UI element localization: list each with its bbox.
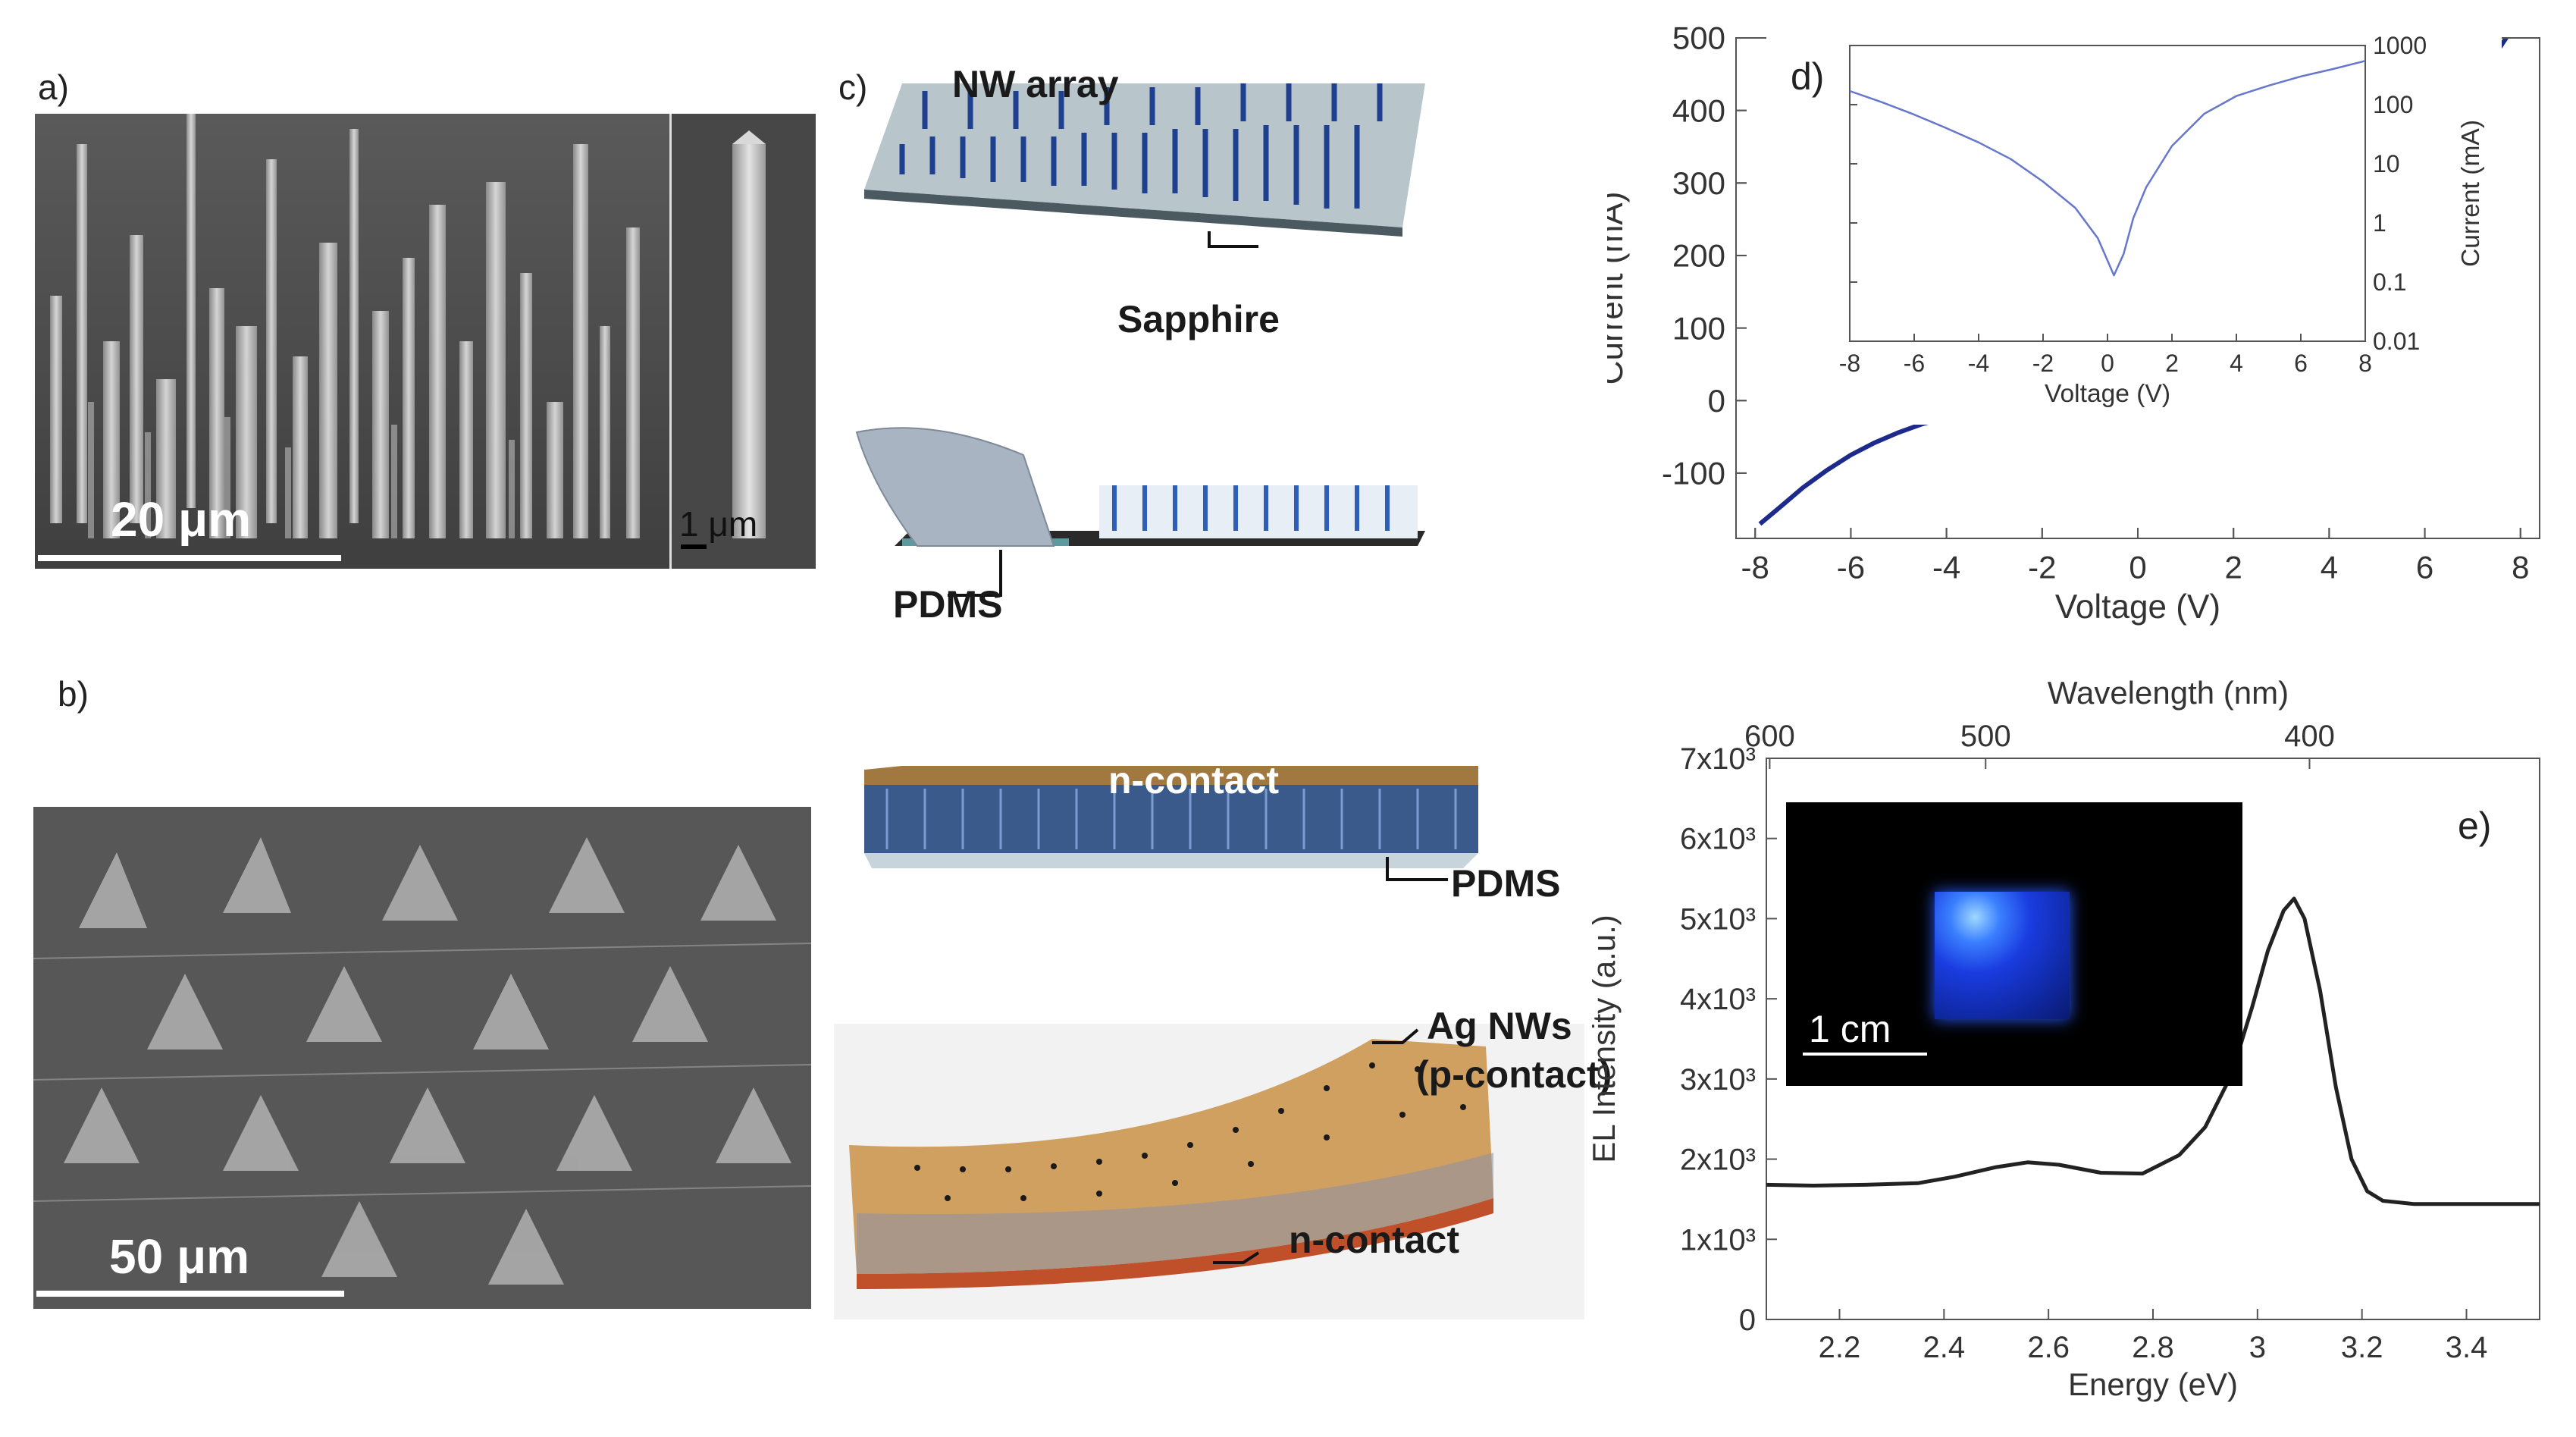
scalebar-line bbox=[38, 555, 341, 561]
label-ag-nws-line2: (p-contact) bbox=[1416, 1053, 1612, 1096]
step1-nw-on-sapphire bbox=[864, 83, 1425, 248]
bunched-texture bbox=[33, 807, 811, 1309]
iv-inset-log-ytick-label-2: 1 bbox=[2373, 209, 2386, 237]
label-pdms-1: PDMS bbox=[893, 583, 1003, 626]
iv-main-xtick-label-8: 8 bbox=[2512, 550, 2529, 585]
el-spectrum-xtick-label-3: 2.8 bbox=[2132, 1331, 2174, 1364]
iv-inset-log-xtick-label-0: -8 bbox=[1839, 350, 1860, 377]
el-top-tick-label-0: 600 bbox=[1744, 720, 1795, 753]
iv-inset-log-xtick-label-3: -2 bbox=[2032, 350, 2054, 377]
el-spectrum-ytick-label-7: 7x10³ bbox=[1680, 742, 1756, 776]
iv-main-xtick-label-4: 0 bbox=[2129, 550, 2146, 585]
el-spectrum-xtick-label-6: 3.4 bbox=[2446, 1331, 2488, 1364]
iv-inset-log-ytick-label-5: 1000 bbox=[2373, 32, 2427, 59]
panel-c-label: c) bbox=[838, 67, 868, 107]
iv-main-ytick-label-3: 200 bbox=[1672, 238, 1725, 274]
sem-nanowire-image: 20 μm bbox=[35, 114, 669, 569]
iv-main-xlabel: Voltage (V) bbox=[2055, 588, 2220, 626]
iv-inset-log-xlabel: Voltage (V) bbox=[2045, 380, 2170, 408]
iv-inset-log-plot-bg bbox=[1850, 45, 2365, 341]
scalebar-1um: 1 μm bbox=[679, 504, 758, 544]
el-spectrum-xtick-label-5: 3.2 bbox=[2341, 1331, 2383, 1364]
label-n-contact-bottom: n-contact bbox=[1289, 1219, 1459, 1261]
scalebar-20um: 20 μm bbox=[111, 492, 252, 547]
iv-inset-log-xtick-label-5: 2 bbox=[2165, 350, 2179, 377]
panel-b-label: b) bbox=[58, 674, 89, 714]
iv-main-xtick-label-7: 6 bbox=[2416, 550, 2433, 585]
panel-d-label: d) bbox=[1791, 55, 1825, 98]
panel-e-label: e) bbox=[2458, 805, 2492, 847]
iv-main-labels: -8 -6 -4 -2 0 2 4 6 8-1000100200300400500Voltage… bbox=[1607, 20, 2540, 626]
sem-single-nanowire-inset: 1 μm bbox=[669, 114, 816, 569]
iv-main-xtick-label-0: -8 bbox=[1741, 550, 1769, 585]
sem-nanowire-texture bbox=[35, 114, 669, 569]
iv-chart: -8 -6 -4 -2 0 2 4 6 8-1000100200300400500Voltage… bbox=[1607, 20, 2540, 626]
label-nw-array: NW array bbox=[952, 63, 1119, 105]
iv-inset-log-xtick-label-6: 4 bbox=[2230, 350, 2243, 377]
photo-scalebar-text: 1 cm bbox=[1809, 1008, 1891, 1050]
emission-photo-inset: 1 cm bbox=[1786, 802, 2242, 1086]
el-chart: 2.2 2.4 2.6 2.8 3 3.2 3.4 0 1x10³ 2x10³ 3x10³ 4x10³… bbox=[1592, 675, 2540, 1402]
el-spectrum-ylabel: EL Intensity (a.u.) bbox=[1592, 915, 1622, 1163]
el-top-xlabel: Wavelength (nm) bbox=[2048, 675, 2289, 711]
iv-inset-log-xtick-label-8: 8 bbox=[2358, 350, 2372, 377]
step3-ncontact-stack bbox=[864, 766, 1478, 881]
el-spectrum-xtick-label-2: 2.6 bbox=[2027, 1331, 2070, 1364]
iv-inset-log-ytick-label-0: 0.01 bbox=[2373, 328, 2420, 355]
iv-main-ylabel: Current (mA) bbox=[1607, 192, 1630, 385]
iv-inset-log-xtick-label-4: 0 bbox=[2101, 350, 2114, 377]
el-spectrum-ytick-label-1: 1x10³ bbox=[1680, 1223, 1756, 1257]
iv-inset-log-ytick-label-4: 100 bbox=[2373, 91, 2413, 118]
iv-inset-log-ylabel: Current (mA) bbox=[2457, 120, 2485, 267]
el-spectrum-ytick-label-6: 6x10³ bbox=[1680, 823, 1756, 856]
label-pdms-2: PDMS bbox=[1451, 862, 1561, 905]
label-n-contact-top: n-contact bbox=[1108, 759, 1279, 802]
el-spectrum-ytick-label-4: 4x10³ bbox=[1680, 983, 1756, 1016]
inset-scalebar-line bbox=[681, 544, 707, 549]
iv-inset-log-xtick-label-1: -6 bbox=[1904, 350, 1925, 377]
iv-main-ytick-label-4: 300 bbox=[1672, 165, 1725, 201]
iv-main-ytick-label-0: -100 bbox=[1662, 456, 1725, 491]
el-spectrum-ytick-label-3: 3x10³ bbox=[1680, 1063, 1756, 1097]
glowing-device bbox=[1935, 892, 2070, 1019]
el-spectrum-xtick-label-4: 3 bbox=[2249, 1331, 2266, 1364]
el-spectrum-ytick-label-0: 0 bbox=[1739, 1304, 1756, 1337]
sem-bunched-nanowires-image: 50 μm bbox=[33, 807, 811, 1309]
el-spectrum-xlabel: Energy (eV) bbox=[2068, 1366, 2238, 1402]
el-spectrum-xtick-label-1: 2.4 bbox=[1923, 1331, 1966, 1364]
iv-main-xtick-label-2: -4 bbox=[1932, 550, 1960, 585]
label-ag-nws-line1: Ag NWs bbox=[1427, 1005, 1572, 1047]
iv-inset-log-series-0 bbox=[1849, 60, 2366, 277]
el-spectrum-xtick-label-0: 2.2 bbox=[1819, 1331, 1861, 1364]
iv-main-ytick-label-1: 0 bbox=[1708, 383, 1725, 419]
single-nanowire-texture bbox=[672, 114, 816, 569]
photo-scalebar-line bbox=[1803, 1053, 1927, 1056]
iv-main-ytick-label-6: 500 bbox=[1672, 20, 1725, 56]
el-spectrum-ytick-label-2: 2x10³ bbox=[1680, 1144, 1756, 1177]
process-schematic bbox=[834, 83, 1584, 1319]
iv-inset-log-xtick-label-7: 6 bbox=[2294, 350, 2308, 377]
iv-main-xtick-label-6: 4 bbox=[2321, 550, 2338, 585]
iv-main-xtick-label-5: 2 bbox=[2225, 550, 2242, 585]
el-top-tick-label-2: 400 bbox=[2284, 720, 2335, 753]
el-spectrum-ytick-label-5: 5x10³ bbox=[1680, 902, 1756, 936]
iv-main-ytick-label-2: 100 bbox=[1672, 310, 1725, 346]
step4-flexible-device bbox=[834, 1024, 1584, 1319]
scalebar-50um: 50 μm bbox=[109, 1229, 250, 1284]
panel-a-label: a) bbox=[38, 67, 69, 107]
iv-inset-log-ytick-label-3: 10 bbox=[2373, 150, 2400, 177]
step2-pdms-peel bbox=[855, 427, 1425, 597]
el-top-tick-label-1: 500 bbox=[1960, 720, 2011, 753]
iv-inset-plot: -8 -6 -4 -2 0 2 4 6 80.01 0.1 1 10 100 1000 Voltage (V… bbox=[1766, 23, 2502, 425]
iv-main-xtick-label-1: -6 bbox=[1837, 550, 1865, 585]
label-sapphire: Sapphire bbox=[1117, 298, 1280, 340]
iv-inset-log-ytick-label-1: 0.1 bbox=[2373, 268, 2406, 296]
iv-main-xtick-label-3: -2 bbox=[2028, 550, 2056, 585]
el-plot: 2.2 2.4 2.6 2.8 3 3.2 3.4 0 1x10³ 2x10³ 3x10³ 4x10³… bbox=[1592, 675, 2540, 1402]
scalebar-line-b bbox=[36, 1291, 344, 1297]
iv-inset-log-xtick-label-2: -4 bbox=[1968, 350, 1989, 377]
iv-main-ytick-label-5: 400 bbox=[1672, 93, 1725, 128]
